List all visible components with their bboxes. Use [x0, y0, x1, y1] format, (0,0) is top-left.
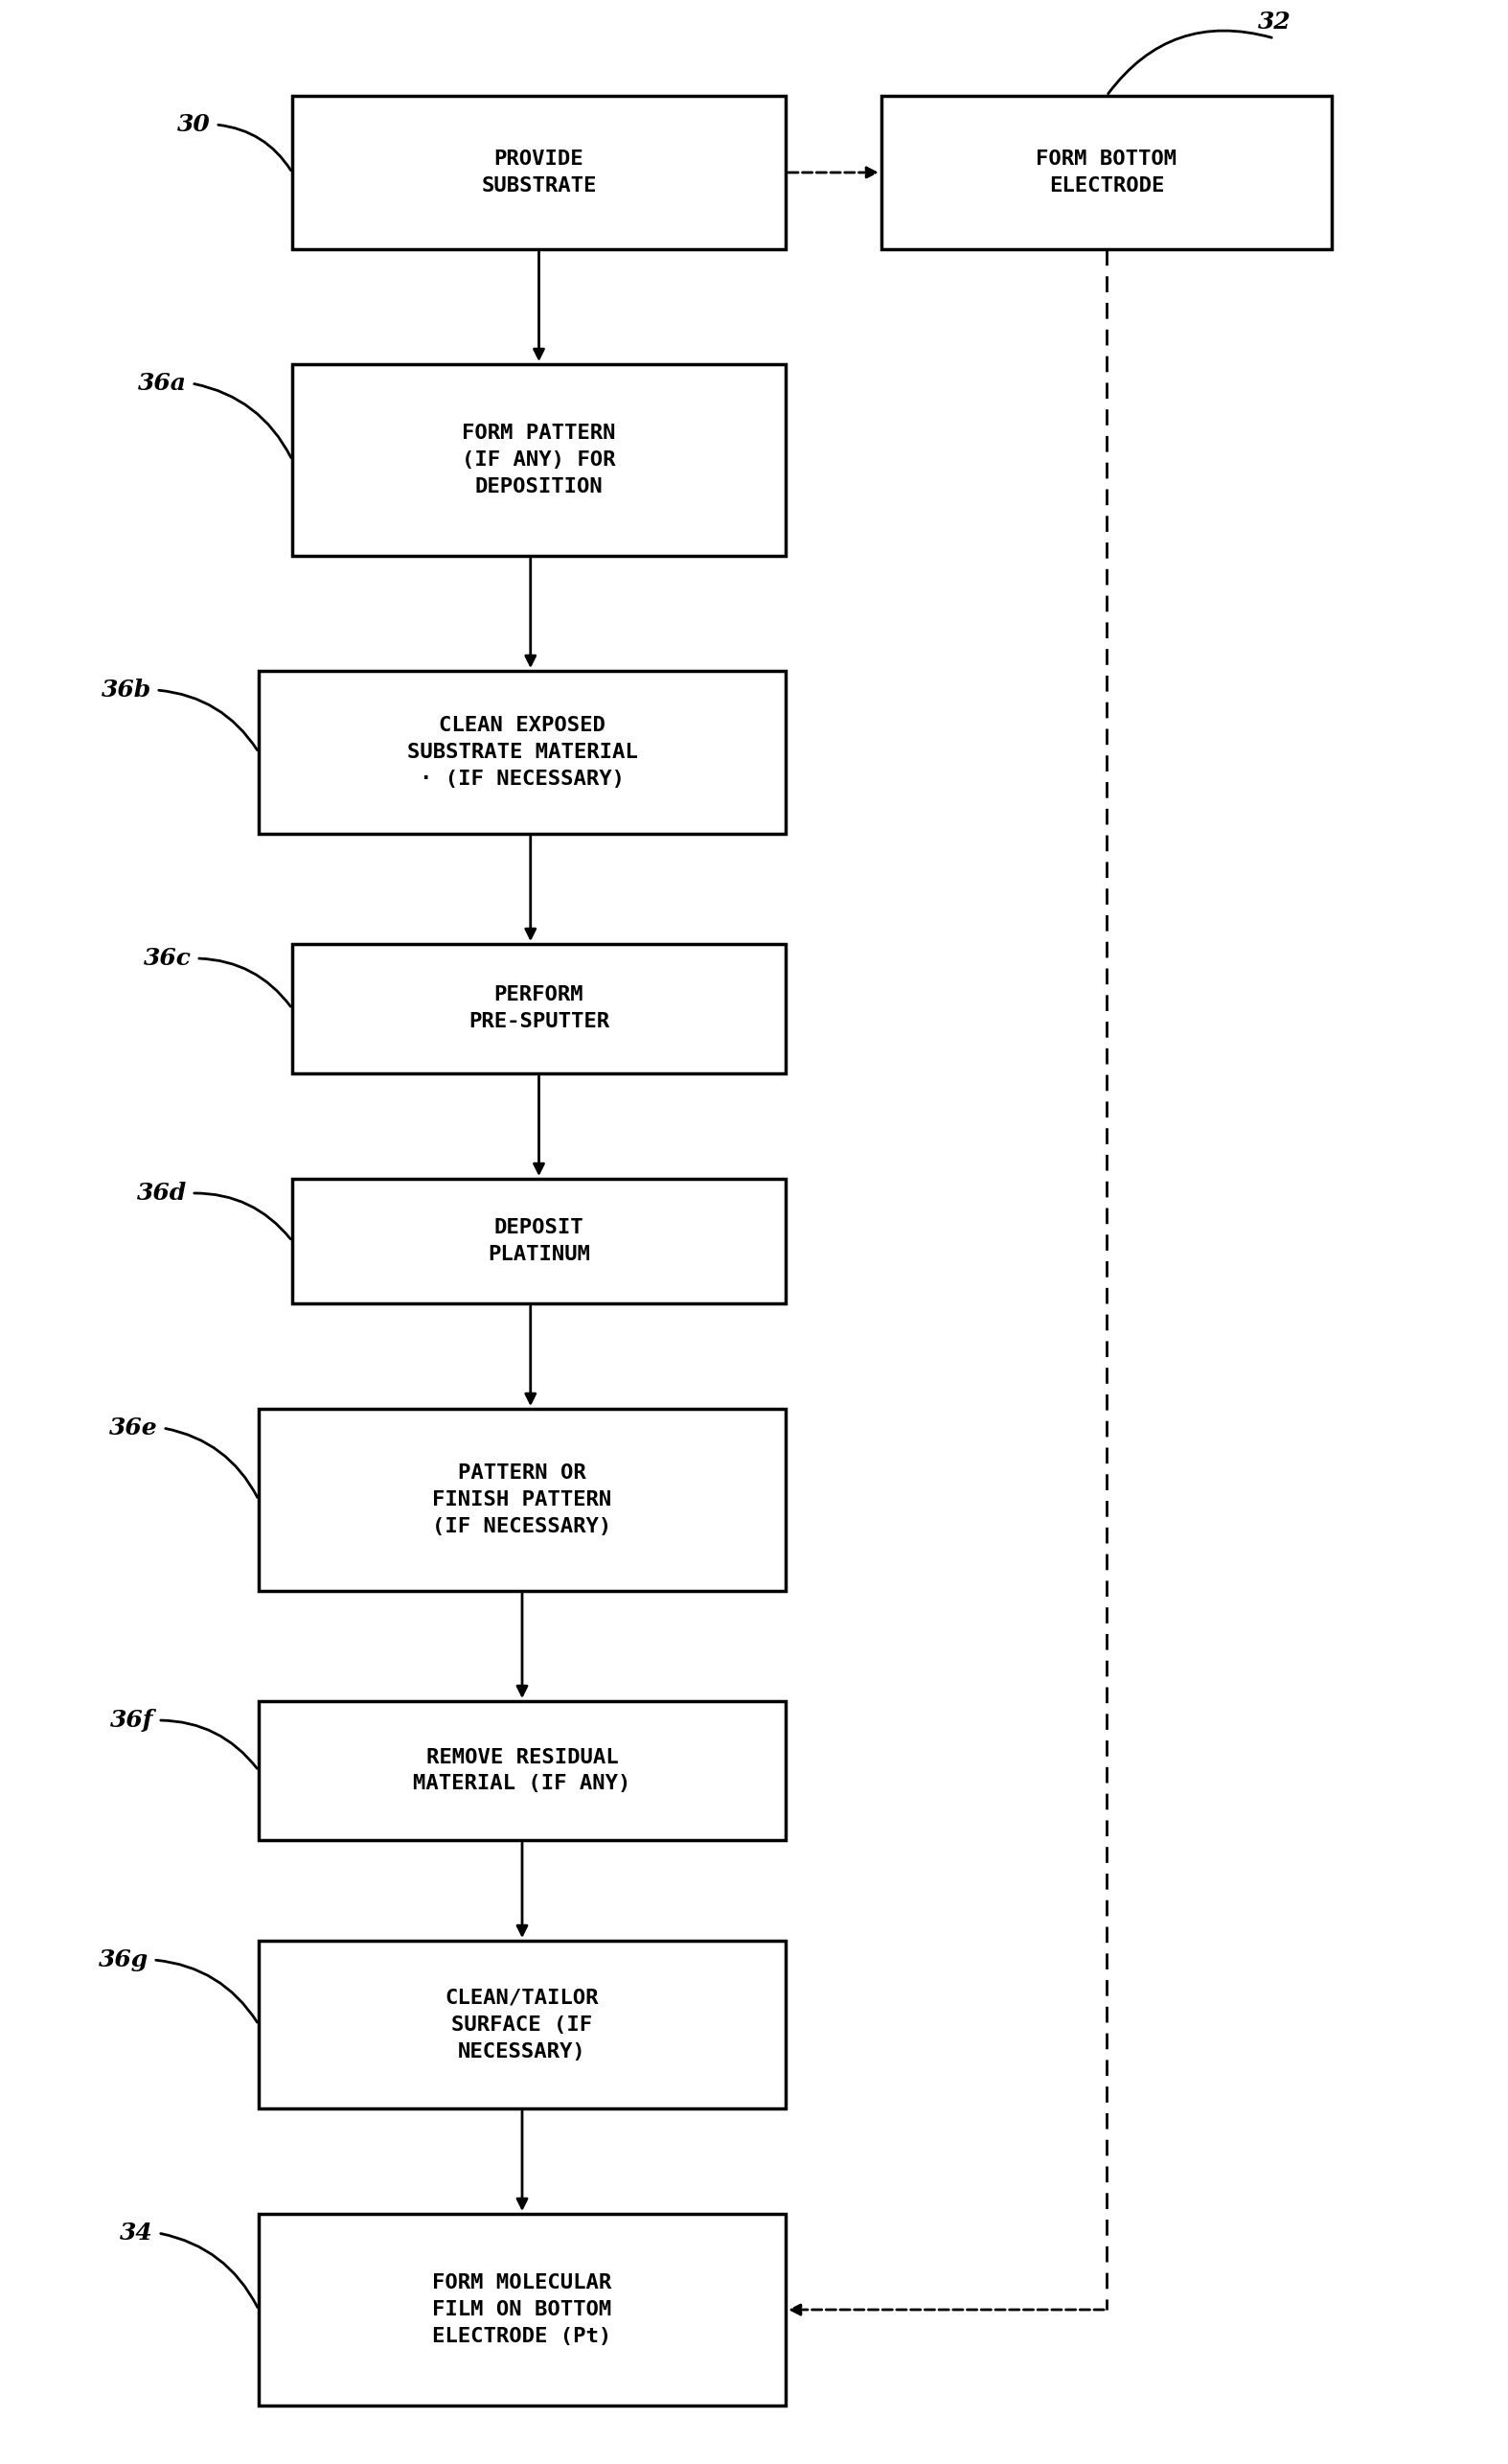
Text: 36f: 36f [110, 1710, 154, 1732]
Text: 32: 32 [1258, 10, 1291, 34]
Text: PERFORM
PRE-SPUTTER: PERFORM PRE-SPUTTER [469, 986, 609, 1032]
Text: FORM PATTERN
(IF ANY) FOR
DEPOSITION: FORM PATTERN (IF ANY) FOR DEPOSITION [461, 424, 615, 495]
Bar [293, 1178, 786, 1303]
Text: CLEAN EXPOSED
SUBSTRATE MATERIAL
· (IF NECESSARY): CLEAN EXPOSED SUBSTRATE MATERIAL · (IF N… [407, 717, 638, 788]
Text: 36c: 36c [143, 946, 192, 971]
Bar [259, 1700, 786, 1841]
Bar [259, 1409, 786, 1592]
Text: CLEAN/TAILOR
SURFACE (IF
NECESSARY): CLEAN/TAILOR SURFACE (IF NECESSARY) [445, 1988, 599, 2060]
Bar [293, 96, 786, 249]
Text: DEPOSIT
PLATINUM: DEPOSIT PLATINUM [487, 1217, 590, 1264]
Text: REMOVE RESIDUAL
MATERIAL (IF ANY): REMOVE RESIDUAL MATERIAL (IF ANY) [413, 1747, 630, 1794]
Text: PATTERN OR
FINISH PATTERN
(IF NECESSARY): PATTERN OR FINISH PATTERN (IF NECESSARY) [433, 1464, 612, 1535]
Text: 34: 34 [121, 2223, 154, 2245]
Bar [259, 2213, 786, 2405]
Text: FORM MOLECULAR
FILM ON BOTTOM
ELECTRODE (Pt): FORM MOLECULAR FILM ON BOTTOM ELECTRODE … [433, 2274, 612, 2346]
Text: 36d: 36d [137, 1183, 187, 1205]
Text: 30: 30 [178, 113, 211, 136]
Text: 36a: 36a [137, 372, 187, 394]
Bar [259, 670, 786, 833]
Text: 36e: 36e [110, 1417, 158, 1439]
Bar [259, 1942, 786, 2109]
Bar [293, 944, 786, 1074]
Bar [293, 365, 786, 557]
Text: 36g: 36g [98, 1949, 148, 1971]
Text: PROVIDE
SUBSTRATE: PROVIDE SUBSTRATE [481, 150, 597, 195]
Text: 36b: 36b [101, 678, 151, 702]
Text: FORM BOTTOM
ELECTRODE: FORM BOTTOM ELECTRODE [1036, 150, 1178, 195]
Bar [881, 96, 1332, 249]
